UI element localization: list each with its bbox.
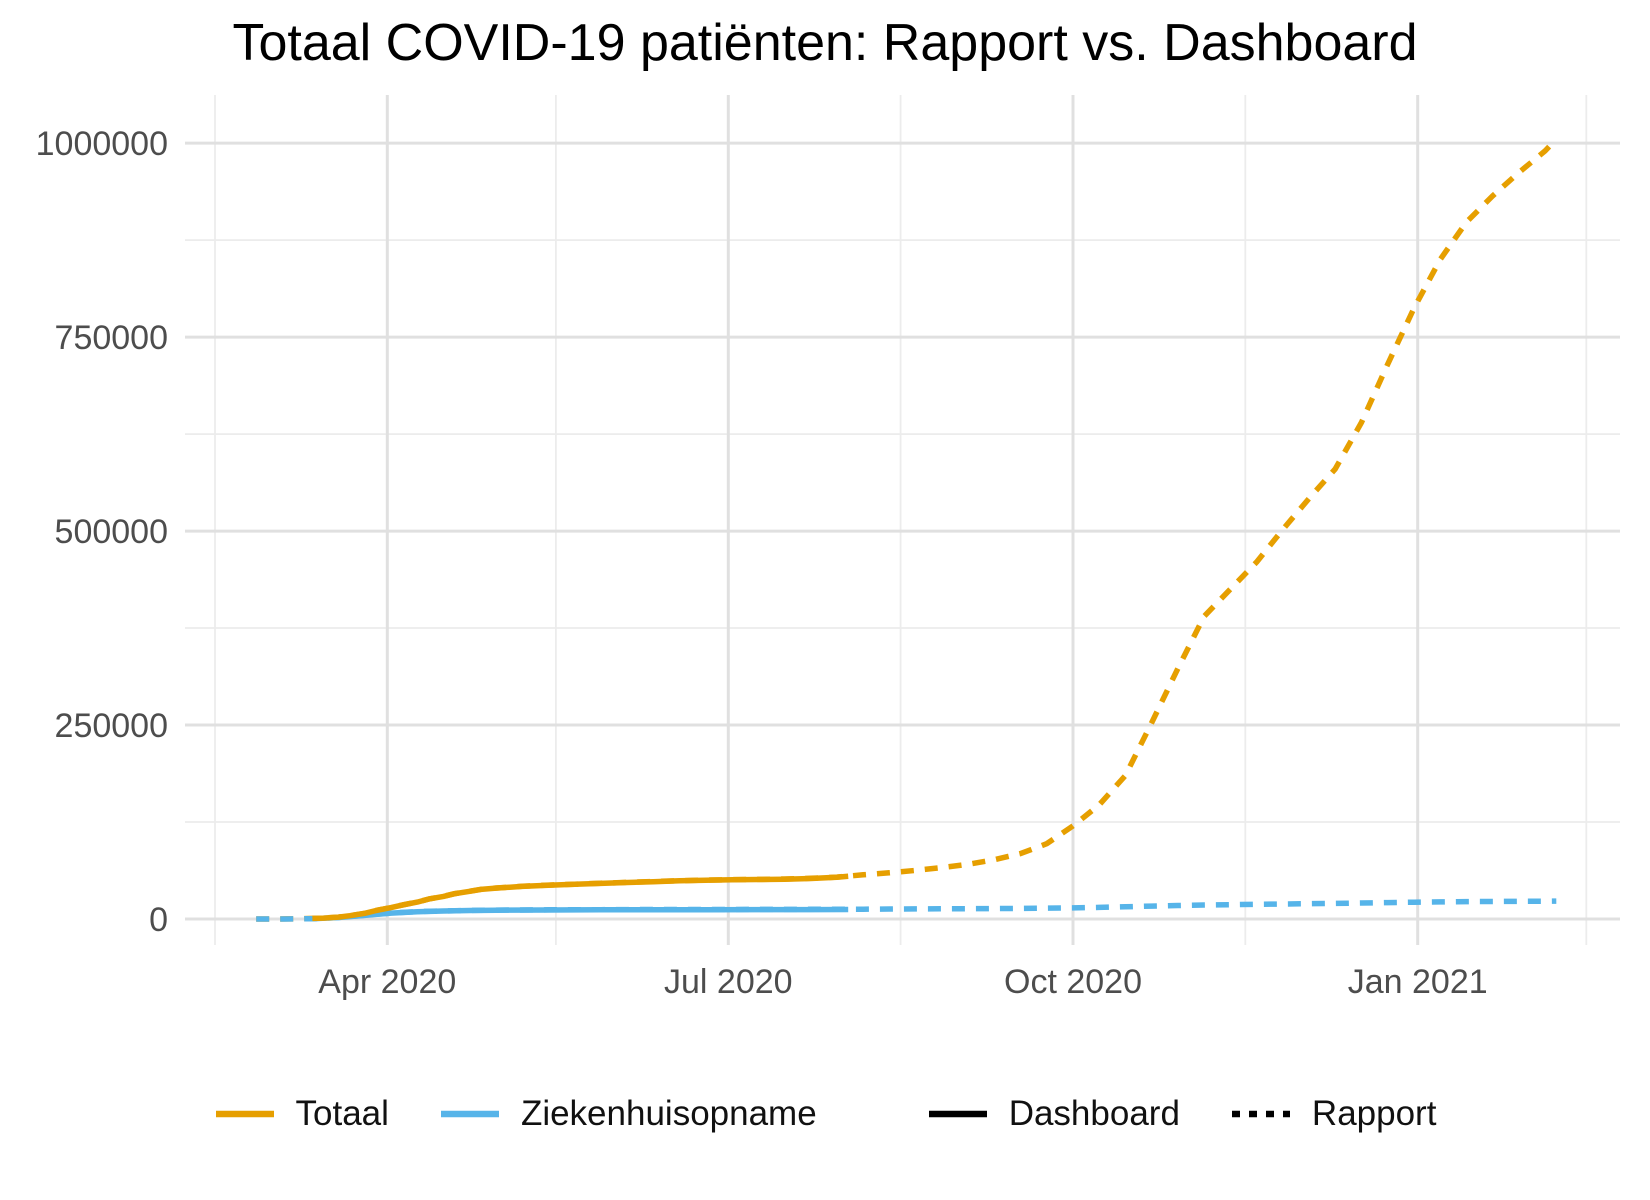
y-tick-label: 500000 — [55, 513, 168, 551]
legend-key-totaal-solid-line — [215, 1110, 274, 1118]
y-tick-label: 750000 — [55, 319, 168, 357]
legend-key-dashboard-solid-line — [928, 1110, 987, 1118]
legend-label-ziekenhuisopname: Ziekenhuisopname — [520, 1094, 817, 1133]
legend-label-rapport: Rapport — [1311, 1094, 1437, 1133]
axis-labels: 0 250000 500000 750000 1000000 Apr 2020 Jul 20… — [36, 125, 1488, 1001]
legend-group-linetype: Dashboard Rapport — [927, 1094, 1437, 1134]
legend-group-series: Totaal Ziekenhuisopname — [214, 1094, 817, 1134]
legend-item-rapport: Rapport — [1230, 1094, 1437, 1134]
y-tick-label: 0 — [149, 901, 168, 939]
x-tick-label: Apr 2020 — [318, 963, 456, 1001]
gridlines — [185, 95, 1620, 945]
series-dashboard-ziekenhuisopname-line — [312, 906, 849, 922]
chart-title: Totaal COVID-19 patiënten: Rapport vs. D… — [232, 14, 1418, 72]
y-tick-label: 1000000 — [36, 125, 168, 163]
x-tick-label: Jan 2021 — [1348, 963, 1488, 1001]
legend-item-ziekenhuisopname: Ziekenhuisopname — [439, 1094, 817, 1134]
legend: Totaal Ziekenhuisopname Dashboard Rap — [0, 1094, 1650, 1134]
legend-label-dashboard: Dashboard — [1008, 1094, 1180, 1133]
series-rapport-totaal-line — [256, 137, 1559, 922]
legend-key-rapport-dashed-line — [1231, 1110, 1290, 1118]
legend-item-totaal: Totaal — [214, 1094, 389, 1134]
legend-item-dashboard: Dashboard — [927, 1094, 1180, 1134]
y-tick-label: 250000 — [55, 707, 168, 745]
legend-key-ziekenhuisopname-solid-line — [440, 1110, 499, 1118]
legend-label-totaal: Totaal — [295, 1094, 389, 1133]
series-dashboard-totaal-line — [312, 873, 849, 922]
x-tick-label: Jul 2020 — [664, 963, 793, 1001]
x-tick-label: Oct 2020 — [1004, 963, 1142, 1001]
